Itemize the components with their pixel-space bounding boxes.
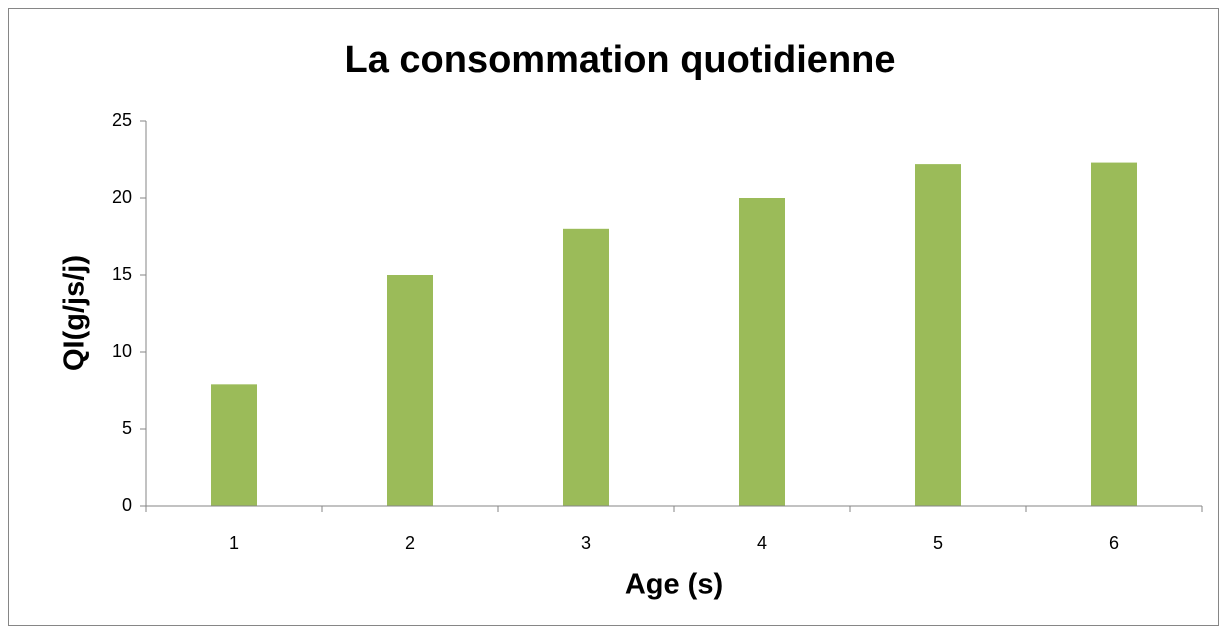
x-tick-label: 2 [405,533,415,553]
x-tick-label: 3 [581,533,591,553]
bar [387,275,433,506]
y-tick-label: 5 [122,418,132,438]
x-tick-label: 4 [757,533,767,553]
y-tick-label: 15 [112,264,132,284]
y-axis-label: QI(g/js/j) [59,255,91,371]
y-tick-label: 20 [112,187,132,207]
bar [563,228,609,507]
bar [1091,162,1137,506]
y-tick-label: 25 [112,110,132,130]
chart-title: La consommation quotidienne [344,39,895,81]
bar [915,164,961,506]
bar [739,198,785,506]
chart-frame [8,8,1219,626]
x-tick-label: 5 [933,533,943,553]
x-tick-label: 6 [1109,533,1119,553]
x-tick-label: 1 [229,533,239,553]
bar [211,384,257,506]
y-tick-label: 0 [122,495,132,515]
y-tick-label: 10 [112,341,132,361]
x-axis-label: Age (s) [625,569,723,601]
